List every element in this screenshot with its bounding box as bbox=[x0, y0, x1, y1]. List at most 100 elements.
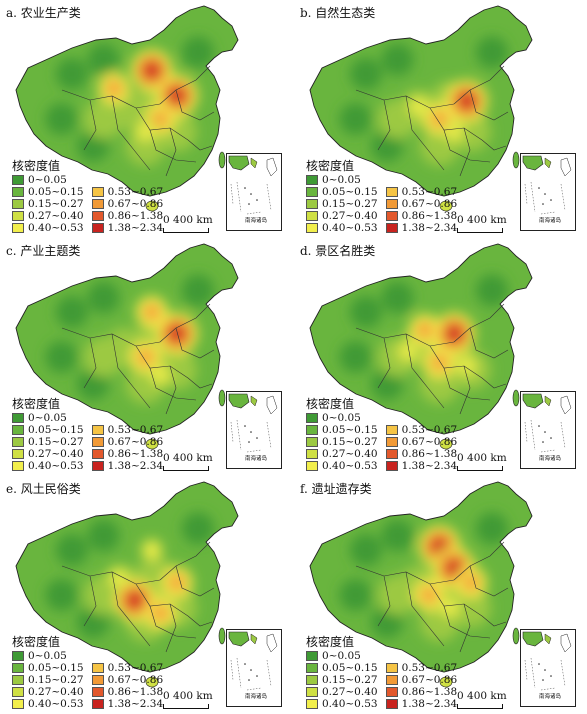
legend-label: 0.53~0.67 bbox=[107, 186, 164, 198]
province-boundary bbox=[469, 89, 509, 121]
inset-map bbox=[228, 155, 278, 215]
province-boundary bbox=[469, 565, 509, 597]
low-density-zone bbox=[381, 43, 414, 76]
panel-title: e. 风土民俗类 bbox=[6, 482, 81, 496]
legend-swatch bbox=[385, 199, 398, 209]
legend-label: 0.40~0.53 bbox=[28, 698, 84, 710]
legend-swatch bbox=[12, 211, 24, 221]
low-density-zone bbox=[339, 341, 372, 373]
legend-column-right: 0.53~0.67 0.67~0.86 0.86~1.38 1.38~2.34 bbox=[385, 412, 458, 472]
legend: 核密度值 0~0.05 0.05~0.15 0.15~0.27 0.27~0.40 0.… bbox=[12, 160, 163, 234]
low-density-zone bbox=[339, 103, 372, 135]
map-panel-3: c. 产业主题类 核密度值 0~0.05 0.05~0.15 0.15~0.27 0.… bbox=[0, 238, 293, 476]
hainan-island bbox=[145, 200, 159, 212]
legend-swatch bbox=[385, 675, 398, 685]
medium-density-zone bbox=[83, 337, 124, 377]
medium-density-zone bbox=[83, 99, 124, 139]
low-density-zone bbox=[45, 103, 78, 135]
legend-column-right: 0.53~0.67 0.67~0.86 0.86~1.38 1.38~2.34 bbox=[91, 174, 164, 234]
legend-title: 核密度值 bbox=[12, 159, 61, 173]
legend-label: 0.67~0.86 bbox=[401, 674, 458, 686]
legend-item: 0~0.05 bbox=[306, 650, 378, 662]
legend-swatch bbox=[12, 699, 24, 709]
legend-label: 0.15~0.27 bbox=[28, 674, 84, 686]
legend-label: 1.38~2.34 bbox=[107, 698, 164, 710]
hotspot bbox=[433, 356, 446, 369]
taiwan-island bbox=[512, 627, 520, 645]
legend-swatch bbox=[385, 687, 398, 697]
legend-swatch bbox=[91, 425, 104, 435]
panel-title: c. 产业主题类 bbox=[6, 244, 81, 258]
scale-label: 0 400 km bbox=[457, 690, 507, 702]
province-boundary bbox=[159, 65, 211, 105]
legend-label: 0.67~0.86 bbox=[107, 436, 164, 448]
hotspot bbox=[423, 589, 435, 601]
legend-label: 0.27~0.40 bbox=[28, 448, 84, 460]
country-boundary bbox=[15, 5, 239, 197]
low-density-zone bbox=[182, 274, 214, 307]
legend-swatch bbox=[306, 437, 318, 447]
legend-label: 0.67~0.86 bbox=[401, 436, 458, 448]
hotspot bbox=[154, 113, 167, 125]
legend-item: 0~0.05 bbox=[12, 650, 84, 662]
legend-column-right: 0.53~0.67 0.67~0.86 0.86~1.38 1.38~2.34 bbox=[385, 650, 458, 710]
legend-item: 0.40~0.53 bbox=[306, 222, 378, 234]
hainan-island bbox=[145, 676, 159, 688]
legend-label: 0.05~0.15 bbox=[28, 186, 84, 198]
legend-swatch bbox=[306, 425, 318, 435]
legend: 核密度值 0~0.05 0.05~0.15 0.15~0.27 0.27~0.40 0.… bbox=[306, 398, 457, 472]
province-boundary bbox=[453, 303, 505, 343]
hotspot bbox=[139, 351, 152, 363]
province-boundary bbox=[175, 89, 215, 121]
province-boundary bbox=[429, 583, 483, 617]
legend-label: 0.05~0.15 bbox=[28, 424, 84, 436]
legend-label: 0.40~0.53 bbox=[322, 698, 378, 710]
legend-item: 1.38~2.34 bbox=[385, 698, 457, 710]
low-density-zone bbox=[87, 43, 120, 76]
legend-swatch bbox=[306, 187, 318, 197]
legend-column-left: 0~0.05 0.05~0.15 0.15~0.27 0.27~0.40 0.40~0.… bbox=[306, 650, 378, 710]
legend-swatch bbox=[91, 437, 104, 447]
china-map bbox=[309, 243, 533, 450]
legend-swatch bbox=[306, 175, 318, 185]
country-boundary bbox=[309, 5, 533, 197]
legend-item: 0.86~1.38 bbox=[385, 210, 457, 222]
hotspot bbox=[171, 327, 183, 340]
legend: 核密度值 0~0.05 0.05~0.15 0.15~0.27 0.27~0.40 0.… bbox=[306, 636, 457, 710]
legend-label: 0.86~1.38 bbox=[401, 686, 458, 698]
scale-bar-line bbox=[163, 228, 209, 233]
legend-item: 1.38~2.34 bbox=[385, 222, 457, 234]
legend-title: 核密度值 bbox=[12, 397, 61, 411]
legend-swatch bbox=[306, 699, 318, 709]
legend-item: 0.40~0.53 bbox=[12, 222, 84, 234]
medium-density-zone bbox=[377, 99, 418, 139]
low-density-zone bbox=[45, 341, 78, 373]
legend-item: 0.67~0.86 bbox=[385, 436, 458, 448]
legend-label: 0.27~0.40 bbox=[28, 686, 84, 698]
scale-bar: 0 400 km bbox=[163, 214, 213, 233]
province-boundary bbox=[165, 603, 177, 653]
scale-label: 0 400 km bbox=[163, 452, 213, 464]
legend-item: 0.67~0.86 bbox=[91, 674, 163, 686]
scale-bar-line bbox=[457, 228, 503, 233]
province-boundary bbox=[159, 303, 211, 343]
legend-label: 0~0.05 bbox=[322, 174, 361, 186]
legend-column-left: 0~0.05 0.05~0.15 0.15~0.27 0.27~0.40 0.40~0.… bbox=[12, 174, 84, 234]
legend-column-left: 0~0.05 0.05~0.15 0.15~0.27 0.27~0.40 0.40~0.… bbox=[306, 412, 378, 472]
inset-label: 南海诸岛 bbox=[245, 456, 268, 462]
hotspot bbox=[139, 125, 152, 138]
legend-label: 0.05~0.15 bbox=[322, 186, 378, 198]
legend-item: 0.40~0.53 bbox=[12, 460, 84, 472]
taiwan-island bbox=[512, 389, 520, 407]
province-boundary bbox=[443, 605, 491, 639]
hotspot bbox=[154, 607, 167, 619]
low-density-zone bbox=[45, 579, 78, 611]
panel-title: a. 农业生产类 bbox=[6, 6, 81, 20]
province-boundary bbox=[405, 95, 445, 171]
legend-swatch bbox=[12, 675, 24, 685]
country-boundary bbox=[15, 481, 239, 673]
province-boundary bbox=[83, 575, 97, 627]
legend-swatch bbox=[306, 199, 318, 209]
legend-label: 0.40~0.53 bbox=[322, 460, 378, 472]
inset-label: 南海诸岛 bbox=[539, 694, 562, 700]
